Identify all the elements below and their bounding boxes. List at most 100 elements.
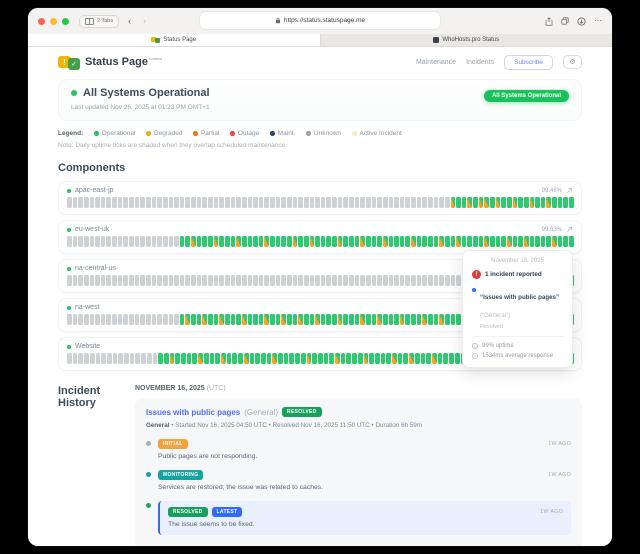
uptime-tick[interactable] — [557, 197, 563, 208]
uptime-tick[interactable] — [185, 314, 191, 325]
uptime-tick[interactable] — [326, 275, 332, 286]
uptime-tick[interactable] — [490, 236, 495, 247]
uptime-tick[interactable] — [145, 197, 151, 208]
uptime-tick[interactable] — [253, 197, 258, 208]
uptime-tick[interactable] — [428, 314, 433, 325]
uptime-tick[interactable] — [439, 314, 444, 325]
uptime-tick[interactable] — [162, 314, 168, 325]
uptime-tick[interactable] — [428, 275, 433, 286]
uptime-tick[interactable] — [420, 353, 426, 364]
uptime-tick[interactable] — [394, 314, 399, 325]
component-card[interactable]: eu-west-uk 99.63% — [58, 220, 582, 254]
uptime-tick[interactable] — [332, 275, 337, 286]
uptime-tick[interactable] — [232, 353, 238, 364]
uptime-tick[interactable] — [382, 314, 388, 325]
uptime-tick[interactable] — [337, 275, 343, 286]
uptime-tick[interactable] — [337, 314, 343, 325]
uptime-tick[interactable] — [209, 353, 215, 364]
uptime-tick[interactable] — [185, 197, 191, 208]
uptime-tick[interactable] — [416, 197, 422, 208]
uptime-tick[interactable] — [157, 314, 162, 325]
uptime-tick[interactable] — [360, 314, 365, 325]
uptime-tick[interactable] — [95, 236, 100, 247]
uptime-tick[interactable] — [552, 197, 557, 208]
tab-status-page[interactable]: Status Page — [28, 34, 321, 46]
uptime-tick[interactable] — [569, 236, 574, 247]
uptime-tick[interactable] — [405, 236, 411, 247]
uptime-tick[interactable] — [72, 314, 78, 325]
uptime-tick[interactable] — [337, 236, 343, 247]
uptime-tick[interactable] — [168, 314, 174, 325]
uptime-tick[interactable] — [439, 236, 444, 247]
uptime-tick[interactable] — [414, 353, 420, 364]
uptime-tick[interactable] — [208, 197, 213, 208]
uptime-tick[interactable] — [117, 236, 123, 247]
uptime-tick[interactable] — [258, 197, 264, 208]
uptime-tick[interactable] — [213, 197, 219, 208]
uptime-tick[interactable] — [298, 236, 303, 247]
uptime-tick[interactable] — [428, 197, 433, 208]
uptime-tick[interactable] — [309, 275, 315, 286]
uptime-tick[interactable] — [371, 236, 377, 247]
uptime-tick[interactable] — [174, 314, 179, 325]
uptime-tick[interactable] — [295, 353, 300, 364]
uptime-tick[interactable] — [303, 236, 309, 247]
uptime-tick[interactable] — [112, 314, 117, 325]
uptime-tick[interactable] — [426, 353, 431, 364]
uptime-tick[interactable] — [433, 197, 439, 208]
uptime-tick[interactable] — [106, 197, 112, 208]
close-window-button[interactable] — [38, 17, 45, 25]
uptime-tick[interactable] — [343, 236, 349, 247]
uptime-tick[interactable] — [380, 353, 386, 364]
uptime-tick[interactable] — [422, 197, 427, 208]
uptime-tick[interactable] — [168, 275, 174, 286]
uptime-tick[interactable] — [275, 236, 281, 247]
subscribe-button[interactable]: Subscribe — [504, 54, 553, 70]
uptime-tick[interactable] — [192, 353, 198, 364]
uptime-tick[interactable] — [224, 314, 230, 325]
uptime-tick[interactable] — [360, 275, 365, 286]
uptime-tick[interactable] — [332, 197, 337, 208]
uptime-tick[interactable] — [529, 197, 535, 208]
uptime-tick[interactable] — [140, 275, 145, 286]
uptime-tick[interactable] — [134, 197, 140, 208]
uptime-tick[interactable] — [140, 314, 145, 325]
uptime-tick[interactable] — [394, 275, 399, 286]
uptime-tick[interactable] — [95, 353, 101, 364]
uptime-tick[interactable] — [220, 353, 226, 364]
uptime-tick[interactable] — [315, 275, 320, 286]
uptime-tick[interactable] — [151, 314, 157, 325]
uptime-tick[interactable] — [151, 197, 157, 208]
back-button[interactable]: ‹ — [128, 15, 132, 26]
uptime-tick[interactable] — [501, 236, 506, 247]
uptime-tick[interactable] — [303, 275, 309, 286]
uptime-tick[interactable] — [392, 353, 397, 364]
uptime-tick[interactable] — [157, 236, 162, 247]
uptime-tick[interactable] — [230, 314, 236, 325]
uptime-tick[interactable] — [83, 275, 89, 286]
uptime-tick[interactable] — [523, 197, 529, 208]
uptime-tick[interactable] — [433, 236, 439, 247]
uptime-tick[interactable] — [357, 353, 363, 364]
uptime-tick[interactable] — [249, 353, 255, 364]
uptime-tick[interactable] — [213, 236, 219, 247]
uptime-tick[interactable] — [264, 275, 270, 286]
uptime-tick[interactable] — [202, 314, 208, 325]
uptime-tick[interactable] — [449, 353, 454, 364]
settings-gear-button[interactable]: ⚙ — [563, 55, 582, 69]
uptime-tick[interactable] — [95, 275, 100, 286]
uptime-tick[interactable] — [179, 314, 185, 325]
uptime-tick[interactable] — [253, 236, 258, 247]
uptime-tick[interactable] — [382, 197, 388, 208]
uptime-tick[interactable] — [95, 314, 100, 325]
uptime-tick[interactable] — [416, 314, 422, 325]
uptime-tick[interactable] — [112, 275, 117, 286]
uptime-tick[interactable] — [309, 314, 315, 325]
uptime-tick[interactable] — [352, 353, 357, 364]
uptime-tick[interactable] — [286, 197, 292, 208]
uptime-tick[interactable] — [354, 314, 360, 325]
uptime-tick[interactable] — [422, 314, 427, 325]
uptime-tick[interactable] — [278, 353, 283, 364]
uptime-tick[interactable] — [266, 353, 272, 364]
uptime-tick[interactable] — [315, 197, 320, 208]
